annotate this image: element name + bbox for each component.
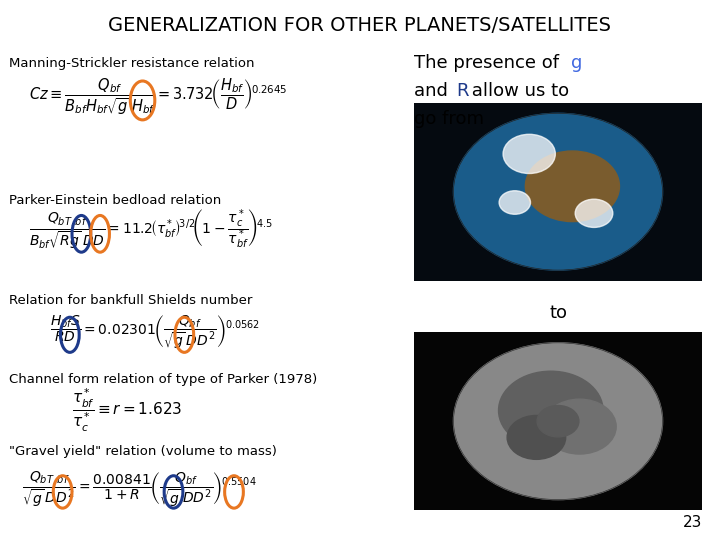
Circle shape — [454, 113, 662, 270]
Text: $\dfrac{Q_{bT,bf}}{B_{bf}\sqrt{Rg}\,DD} = 11.2\!\left(\tau^*_{bf}\right)^{\!3/2}: $\dfrac{Q_{bT,bf}}{B_{bf}\sqrt{Rg}\,DD} … — [29, 207, 273, 252]
Circle shape — [537, 406, 579, 437]
Text: allow us to: allow us to — [466, 82, 569, 100]
Text: $\dfrac{\tau^*_{bf}}{\tau^*_c} \equiv r = 1.623$: $\dfrac{\tau^*_{bf}}{\tau^*_c} \equiv r … — [72, 387, 182, 434]
Text: Parker-Einstein bedload relation: Parker-Einstein bedload relation — [9, 194, 222, 207]
Text: GENERALIZATION FOR OTHER PLANETS/SATELLITES: GENERALIZATION FOR OTHER PLANETS/SATELLI… — [109, 16, 611, 35]
Circle shape — [503, 134, 555, 173]
Circle shape — [543, 399, 616, 454]
FancyBboxPatch shape — [414, 332, 702, 510]
Circle shape — [526, 151, 619, 221]
Circle shape — [454, 343, 662, 500]
Text: Channel form relation of type of Parker (1978): Channel form relation of type of Parker … — [9, 373, 318, 386]
Circle shape — [499, 191, 531, 214]
Text: Manning-Strickler resistance relation: Manning-Strickler resistance relation — [9, 57, 255, 70]
Text: go from: go from — [414, 110, 484, 128]
FancyBboxPatch shape — [414, 103, 702, 281]
Circle shape — [498, 371, 603, 450]
Text: Relation for bankfull Shields number: Relation for bankfull Shields number — [9, 294, 253, 307]
Circle shape — [507, 415, 566, 460]
Text: and: and — [414, 82, 454, 100]
Text: The presence of: The presence of — [414, 54, 564, 72]
Text: $Cz \equiv \dfrac{Q_{bf}}{B_{bf}H_{bf}\sqrt{g}\,H_{bf}} = 3.732\!\left(\dfrac{H_: $Cz \equiv \dfrac{Q_{bf}}{B_{bf}H_{bf}\s… — [29, 77, 287, 117]
Text: $\dfrac{H_{bf}S}{RD} = 0.02301\!\left(\dfrac{Q_{bf}}{\sqrt{g}\,DD^2}\right)^{\!0: $\dfrac{H_{bf}S}{RD} = 0.02301\!\left(\d… — [50, 313, 261, 351]
Text: g: g — [571, 54, 582, 72]
Text: $\dfrac{Q_{bT,bf}}{\sqrt{g}\,DD^2} = \dfrac{0.00841}{1+R}\!\left(\dfrac{Q_{bf}}{: $\dfrac{Q_{bT,bf}}{\sqrt{g}\,DD^2} = \df… — [22, 470, 256, 509]
Text: 23: 23 — [683, 515, 702, 530]
Text: to: to — [549, 304, 567, 322]
Circle shape — [575, 199, 613, 227]
Text: R: R — [456, 82, 468, 100]
Text: "Gravel yield" relation (volume to mass): "Gravel yield" relation (volume to mass) — [9, 446, 277, 458]
